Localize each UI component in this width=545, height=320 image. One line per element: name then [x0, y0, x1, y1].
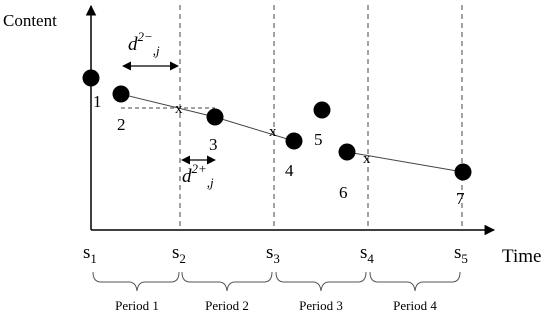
period-brace-4 — [369, 271, 461, 292]
interpolation-marker-s3: x — [269, 124, 277, 140]
period-brace-2 — [181, 271, 273, 292]
interpolation-marker-s4: x — [363, 151, 371, 167]
point-label-4: 4 — [285, 161, 294, 180]
data-point-3 — [206, 108, 224, 126]
point-label-7: 7 — [456, 189, 465, 208]
data-point-4 — [285, 132, 303, 150]
data-point-7 — [454, 163, 472, 181]
point-label-6: 6 — [339, 183, 348, 202]
data-point-6 — [338, 143, 356, 161]
period-brace-1 — [92, 271, 180, 292]
data-point-1 — [82, 69, 100, 87]
tick-label-s1: s1 — [83, 242, 97, 266]
y-axis-label: Content — [3, 11, 57, 30]
trend-line-segment — [346, 151, 464, 173]
period-label-3: Period 3 — [299, 298, 343, 313]
period-brace-3 — [275, 271, 367, 292]
distance-label-plus: d2+,j — [182, 161, 214, 190]
point-label-1: 1 — [93, 92, 102, 111]
data-point-5 — [313, 101, 331, 119]
period-label-1: Period 1 — [115, 298, 159, 313]
point-label-2: 2 — [117, 115, 126, 134]
distance-label-minus: d2−,j — [128, 29, 160, 58]
data-point-2 — [112, 85, 130, 103]
interpolation-marker-s2: x — [175, 101, 183, 117]
tick-label-s3: s3 — [266, 242, 280, 266]
x-axis-label: Time — [502, 246, 541, 267]
period-label-4: Period 4 — [393, 298, 437, 313]
point-label-3: 3 — [209, 135, 218, 154]
tick-label-s5: s5 — [454, 242, 468, 266]
tick-label-s4: s4 — [360, 242, 374, 266]
tick-label-s2: s2 — [172, 242, 186, 266]
period-label-2: Period 2 — [205, 298, 249, 313]
point-label-5: 5 — [314, 130, 323, 149]
